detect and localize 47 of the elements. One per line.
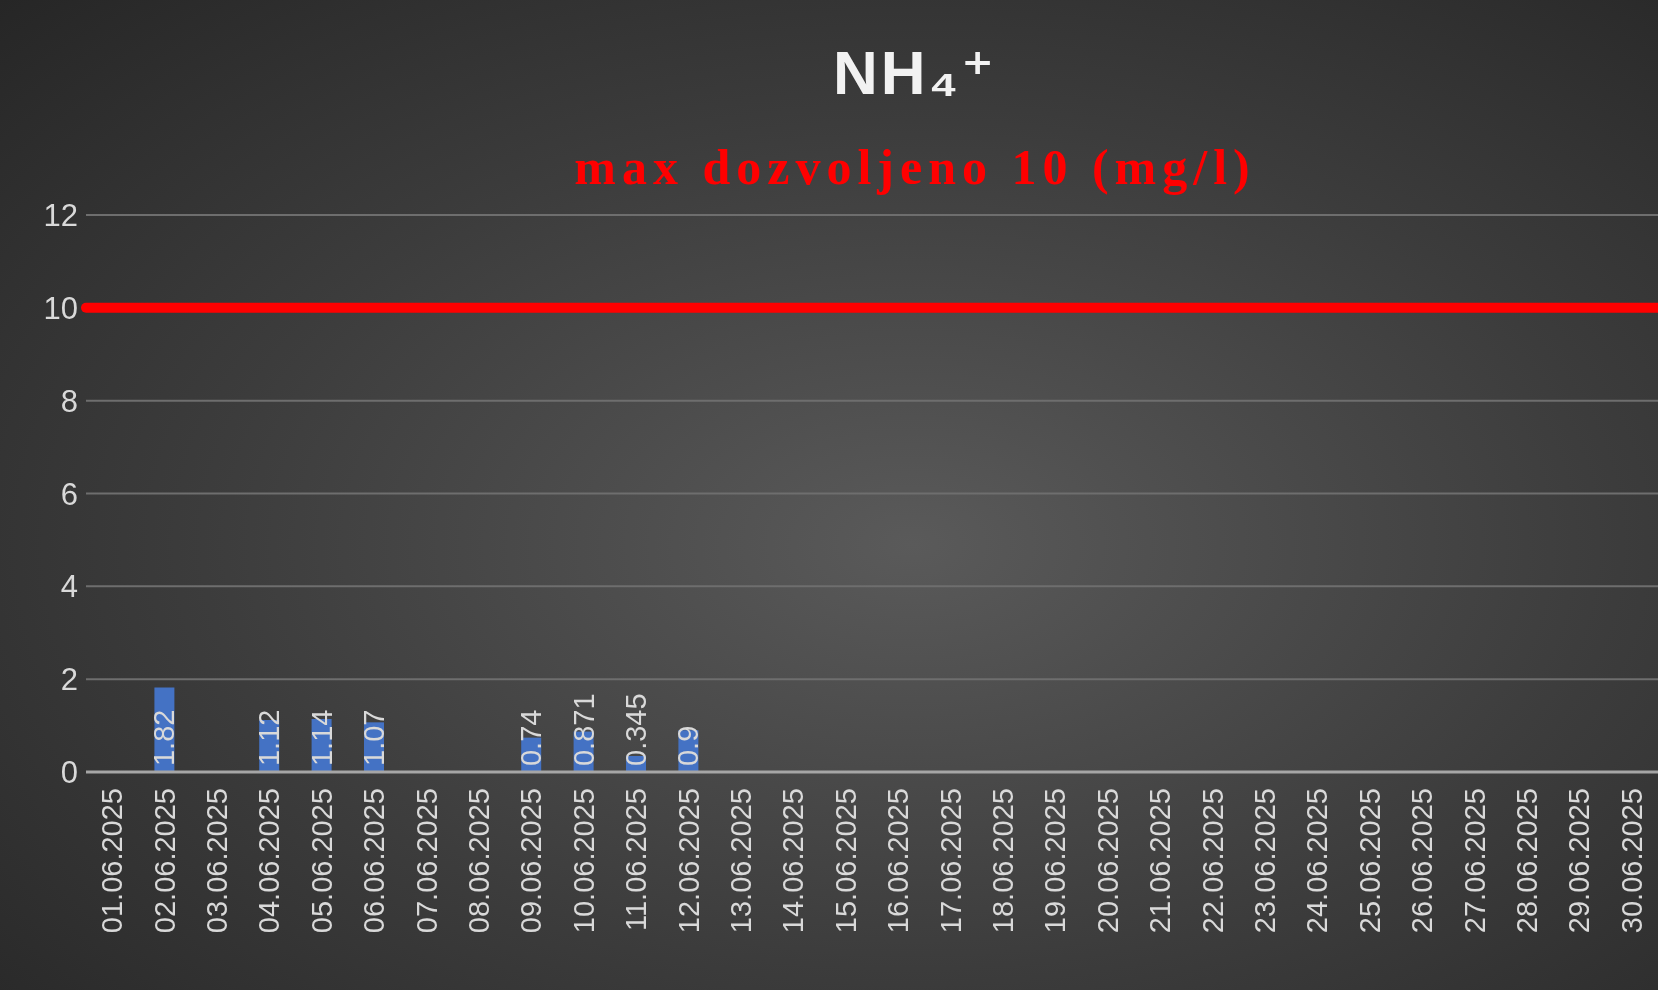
x-tick-label: 09.06.2025 bbox=[515, 788, 548, 934]
x-tick-label: 23.06.2025 bbox=[1249, 788, 1281, 934]
x-tick-label: 30.06.2025 bbox=[1615, 788, 1648, 934]
x-tick-label: 27.06.2025 bbox=[1458, 788, 1491, 934]
data-label: 0.74 bbox=[515, 709, 548, 766]
x-tick-label: 15.06.2025 bbox=[829, 788, 862, 934]
x-tick-label: 05.06.2025 bbox=[305, 788, 338, 934]
data-label: 1.82 bbox=[148, 709, 181, 766]
x-tick-label: 04.06.2025 bbox=[253, 788, 286, 934]
x-tick-label: 01.06.2025 bbox=[96, 788, 129, 934]
x-tick-label: 08.06.2025 bbox=[463, 788, 495, 934]
x-tick-label: 13.06.2025 bbox=[725, 788, 757, 934]
x-tick-label: 26.06.2025 bbox=[1406, 788, 1439, 934]
y-tick-label: 12 bbox=[43, 198, 78, 234]
x-tick-label: 12.06.2025 bbox=[672, 788, 705, 934]
x-tick-label: 10.06.2025 bbox=[567, 788, 600, 934]
x-tick-label: 18.06.2025 bbox=[987, 788, 1019, 934]
data-label: 0.871 bbox=[567, 693, 600, 766]
x-tick-label: 19.06.2025 bbox=[1039, 788, 1072, 934]
data-label: 1.12 bbox=[253, 709, 286, 766]
x-tick-label: 16.06.2025 bbox=[882, 788, 915, 934]
y-tick-label: 0 bbox=[60, 755, 78, 791]
x-tick-label: 07.06.2025 bbox=[410, 788, 443, 934]
x-tick-label: 29.06.2025 bbox=[1563, 788, 1596, 934]
x-tick-label: 28.06.2025 bbox=[1511, 788, 1543, 934]
data-label: 1.14 bbox=[305, 709, 338, 766]
y-tick-label: 6 bbox=[60, 476, 78, 512]
x-tick-label: 25.06.2025 bbox=[1353, 788, 1386, 934]
y-tick-label: 2 bbox=[60, 662, 78, 698]
data-label: 0.9 bbox=[672, 725, 705, 766]
y-tick-label: 8 bbox=[60, 383, 78, 419]
chart-title: NH₄⁺ bbox=[832, 37, 998, 109]
x-tick-label: 14.06.2025 bbox=[777, 788, 810, 934]
data-label: 0.345 bbox=[620, 693, 652, 766]
data-label: 1.07 bbox=[358, 709, 390, 766]
x-tick-label: 03.06.2025 bbox=[201, 788, 233, 934]
x-tick-label: 21.06.2025 bbox=[1144, 788, 1177, 934]
chart-subtitle: max dozvoljeno 10 (mg/l) bbox=[573, 138, 1257, 196]
y-tick-label: 10 bbox=[43, 290, 78, 326]
x-tick-label: 02.06.2025 bbox=[148, 788, 181, 934]
x-tick-label: 06.06.2025 bbox=[358, 788, 391, 934]
x-tick-label: 24.06.2025 bbox=[1301, 788, 1334, 934]
x-tick-label: 20.06.2025 bbox=[1091, 788, 1124, 934]
x-tick-label: 11.06.2025 bbox=[620, 788, 653, 931]
y-tick-label: 4 bbox=[60, 569, 78, 605]
x-tick-label: 22.06.2025 bbox=[1196, 788, 1229, 934]
x-tick-label: 17.06.2025 bbox=[934, 788, 967, 934]
